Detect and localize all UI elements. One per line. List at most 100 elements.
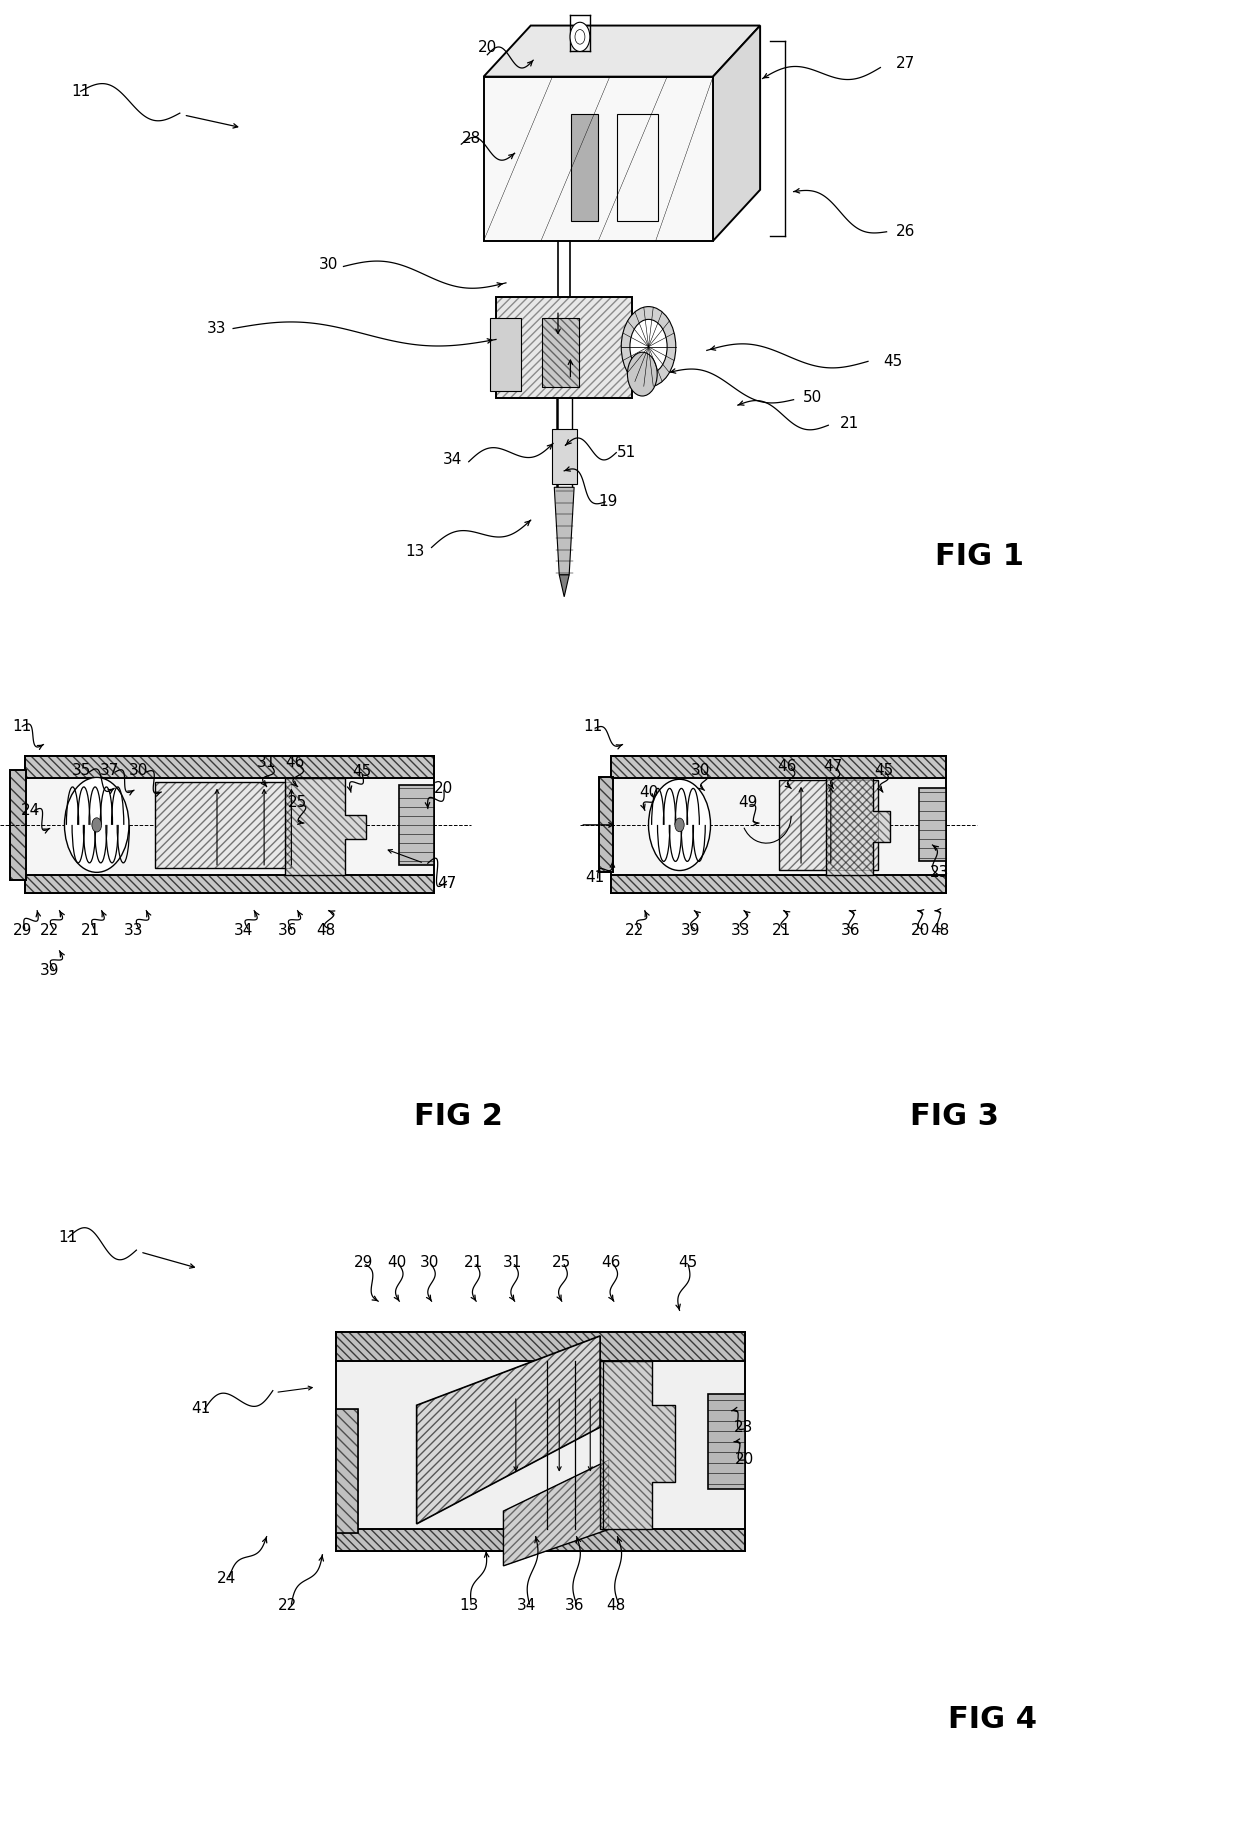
Text: 29: 29 (353, 1256, 373, 1270)
Bar (25, 756, 434, 777)
Bar (552, 429, 577, 484)
Polygon shape (600, 1361, 675, 1529)
Text: 30: 30 (419, 1256, 439, 1270)
Bar (570, 115, 599, 221)
Bar (336, 1529, 745, 1551)
Bar (496, 297, 632, 398)
Bar (25, 874, 434, 892)
Bar (336, 1332, 745, 1361)
Text: 21: 21 (771, 923, 791, 938)
Text: 36: 36 (841, 923, 861, 938)
Bar (542, 318, 579, 387)
Text: 21: 21 (81, 923, 100, 938)
Text: 24: 24 (21, 803, 41, 818)
Circle shape (621, 307, 676, 387)
Text: 22: 22 (625, 923, 645, 938)
Circle shape (649, 779, 711, 871)
Text: 30: 30 (319, 257, 339, 272)
Text: 37: 37 (99, 763, 119, 777)
Bar (490, 318, 521, 391)
Text: 47: 47 (436, 876, 456, 891)
Text: 13: 13 (405, 544, 425, 558)
Bar (336, 1332, 745, 1551)
Text: 41: 41 (585, 871, 605, 885)
Bar (611, 756, 946, 892)
Text: 39: 39 (681, 923, 701, 938)
Text: 48: 48 (606, 1599, 626, 1613)
Bar (611, 756, 946, 777)
Bar (10, 770, 26, 880)
Text: 46: 46 (285, 756, 305, 770)
Polygon shape (554, 487, 574, 575)
Text: 22: 22 (278, 1599, 298, 1613)
Text: 20: 20 (477, 40, 497, 55)
Bar (25, 756, 434, 892)
Text: 39: 39 (40, 964, 60, 978)
Polygon shape (417, 1336, 600, 1524)
Text: 40: 40 (387, 1256, 407, 1270)
Circle shape (92, 818, 102, 832)
Text: 34: 34 (233, 923, 253, 938)
Text: 11: 11 (58, 1230, 78, 1245)
Bar (599, 777, 613, 872)
Bar (336, 1409, 358, 1533)
Circle shape (627, 352, 657, 396)
Text: 30: 30 (129, 763, 149, 777)
Bar (25, 756, 434, 777)
Text: FIG 1: FIG 1 (935, 542, 1024, 571)
Text: FIG 4: FIG 4 (947, 1705, 1037, 1734)
Bar (611, 874, 946, 892)
Circle shape (630, 319, 667, 374)
Text: 46: 46 (777, 759, 797, 774)
Circle shape (64, 777, 129, 872)
Text: 31: 31 (502, 1256, 522, 1270)
Text: 45: 45 (874, 763, 894, 777)
Text: 48: 48 (316, 923, 336, 938)
Text: 48: 48 (930, 923, 950, 938)
Text: 49: 49 (738, 796, 758, 810)
Circle shape (675, 818, 684, 832)
Text: 36: 36 (564, 1599, 584, 1613)
Bar (336, 1529, 745, 1551)
Bar (25, 874, 434, 892)
Text: 41: 41 (191, 1402, 211, 1416)
Circle shape (570, 22, 590, 51)
Text: 22: 22 (40, 923, 60, 938)
Text: 29: 29 (12, 923, 32, 938)
Polygon shape (503, 1460, 609, 1566)
Bar (542, 318, 579, 387)
Bar (599, 777, 613, 872)
Text: 25: 25 (552, 1256, 572, 1270)
Text: 45: 45 (883, 354, 903, 369)
Text: 28: 28 (461, 131, 481, 146)
Bar (399, 785, 434, 865)
Text: 11: 11 (12, 719, 32, 734)
Text: 20: 20 (734, 1453, 754, 1467)
Text: 34: 34 (517, 1599, 537, 1613)
Text: 33: 33 (730, 923, 750, 938)
Text: 25: 25 (288, 796, 308, 810)
Text: 45: 45 (678, 1256, 698, 1270)
Text: 30: 30 (691, 763, 711, 777)
Bar (779, 779, 878, 869)
Text: 20: 20 (434, 781, 454, 796)
Text: FIG 3: FIG 3 (910, 1102, 999, 1132)
Text: 40: 40 (639, 785, 658, 799)
Bar (708, 1394, 745, 1489)
Text: 21: 21 (464, 1256, 484, 1270)
Polygon shape (285, 777, 366, 874)
Bar (10, 770, 26, 880)
Bar (336, 1409, 358, 1533)
Text: 36: 36 (278, 923, 298, 938)
Bar (611, 874, 946, 892)
Text: 21: 21 (839, 416, 859, 431)
Polygon shape (713, 26, 760, 241)
Text: 23: 23 (930, 865, 950, 880)
Text: FIG 2: FIG 2 (414, 1102, 503, 1132)
Text: 50: 50 (802, 391, 822, 405)
Text: 33: 33 (207, 321, 227, 336)
Text: 19: 19 (598, 495, 618, 509)
Polygon shape (559, 575, 569, 597)
Text: 13: 13 (459, 1599, 479, 1613)
Text: 24: 24 (217, 1571, 237, 1586)
